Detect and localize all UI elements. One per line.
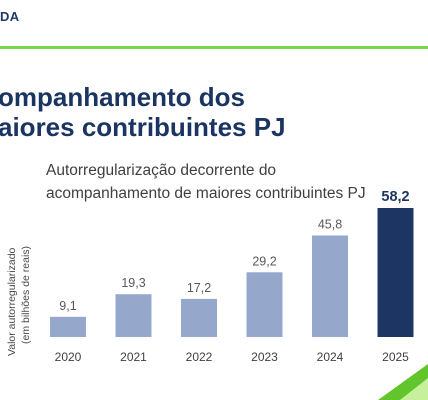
data-label-2025: 58,2 [381,189,409,205]
bar-2020 [50,316,86,337]
bar-2024 [312,235,348,337]
brand-logo-text: DA [0,9,20,24]
corner-decoration [378,364,428,400]
slide-title: ompanhamento dos aiores contribuintes PJ [0,82,286,142]
bar-2023 [246,272,283,337]
data-label-2023: 29,2 [252,254,276,268]
data-label-2021: 19,3 [121,276,145,290]
data-label-2022: 17,2 [187,281,211,295]
x-tick-2023: 2023 [251,350,278,364]
bar-2025 [377,208,414,337]
header-divider [0,46,428,49]
bar-2022 [181,298,217,337]
x-tick-2024: 2024 [317,350,344,364]
x-tick-2020: 2020 [55,350,82,364]
data-label-2024: 45,8 [318,217,342,231]
x-tick-2021: 2021 [120,350,147,364]
x-tick-2022: 2022 [186,350,213,364]
chart-title: Autorregularização decorrente do acompan… [46,162,366,202]
bar-2021 [115,294,152,337]
x-tick-2025: 2025 [382,350,409,364]
data-label-2020: 9,1 [59,299,76,313]
